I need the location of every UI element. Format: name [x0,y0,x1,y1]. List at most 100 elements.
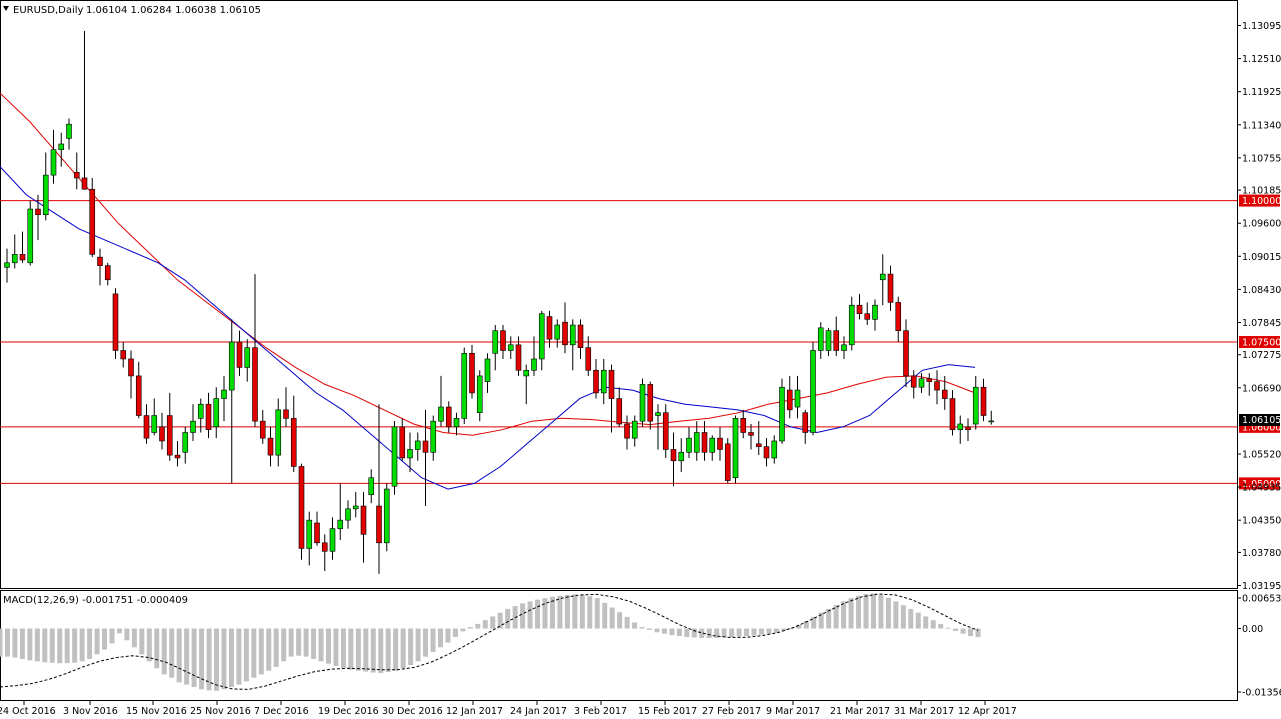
candle [585,336,592,376]
candle-body-bear [205,403,212,430]
macd-bar [617,612,623,629]
date-label: 7 Dec 2016 [254,706,309,717]
candles [4,30,995,574]
candle [104,262,111,286]
candle [4,248,10,283]
price-tick-label: 1.07845 [1242,318,1281,329]
price-tick-label: 1.05520 [1242,449,1281,460]
macd-bar [228,628,234,688]
macd-bar [915,612,921,629]
candle [639,378,646,427]
macd-bar [266,628,272,671]
candle [701,421,708,461]
macd-bar [744,628,750,637]
macd-bar [572,594,578,629]
candle-body-bull [368,477,375,496]
candle-body-bear [562,321,568,346]
macd-bar [669,628,675,636]
candle-body-bear [166,415,173,456]
macd-bar [706,628,712,638]
candle [58,132,65,167]
macd-bar [34,628,40,662]
candle-body-bull [391,426,398,487]
candle [27,200,34,266]
macd-bar [841,601,847,629]
candle-body-bull [383,488,390,544]
candle [949,390,956,436]
candle [190,404,196,441]
macd-bar [251,628,257,678]
macd-bar [587,596,593,629]
candle [786,375,793,419]
candle [445,401,452,433]
candle-body-bear [89,188,96,255]
candle [205,392,212,439]
candle [42,152,49,221]
candle-body-bull [329,528,336,552]
candle-body-bull [957,423,964,430]
candle [430,415,437,461]
candle [166,392,173,461]
candle [562,302,568,354]
macd-bar [766,628,772,634]
candle [825,327,832,357]
candle-body-bear [314,522,320,544]
macd-bar [184,628,190,685]
candle-body-bear [608,369,615,399]
candle [383,483,390,552]
candle-body-bear [252,347,258,422]
macd-bar [161,628,167,675]
candle [484,353,491,393]
candle [391,421,398,495]
macd-bar [878,594,884,629]
candle [143,404,150,444]
macd-bar [400,628,406,669]
candle [864,302,871,326]
candle-body-bull [678,451,685,462]
candle-body-bear [647,384,654,422]
candle [848,296,855,351]
candle-body-bull [484,358,491,382]
candle [376,404,382,574]
macd-bar [311,628,317,659]
macd-bar [199,628,205,690]
candle [345,500,351,529]
macd-bar [624,616,630,629]
candle [616,387,623,427]
macd-bar [281,628,287,662]
macd-bar [699,628,705,638]
macd-bar [258,628,264,675]
price-tick-label: 1.03780 [1242,548,1281,559]
candle-body-bear [895,302,902,331]
price-tick-label: 1.03195 [1242,581,1281,592]
candle-body-bull [879,273,886,281]
candle [515,336,522,376]
macd-bar [885,597,891,629]
candle [624,415,630,450]
candle [546,310,553,348]
candle [314,511,320,546]
current-price-tag [1239,414,1280,426]
macd-label: MACD(12,26,9) -0.001751 -0.000409 [3,595,188,606]
candle [910,370,917,399]
candle [903,319,909,388]
candle-body-bull [918,378,925,388]
candle-body-bull [732,418,739,479]
date-label: 24 Jan 2017 [510,706,567,717]
candle-body-bull [631,420,638,439]
candle [492,325,499,371]
candle-body-bull [244,347,251,368]
symbol-dropdown-icon[interactable] [3,6,9,11]
macd-bar [57,628,63,664]
candle [120,341,127,368]
date-label: 12 Apr 2017 [958,706,1017,717]
date-label: 21 Mar 2017 [830,706,890,717]
macd-bar [505,608,511,629]
date-label: 15 Feb 2017 [638,706,697,717]
candle-body-bear [786,389,793,411]
candle-body-bear [399,426,406,459]
candle-body-bull [275,409,282,456]
macd-bar [691,628,697,638]
macd-bar [393,628,399,671]
candle-body-bear [159,426,165,442]
